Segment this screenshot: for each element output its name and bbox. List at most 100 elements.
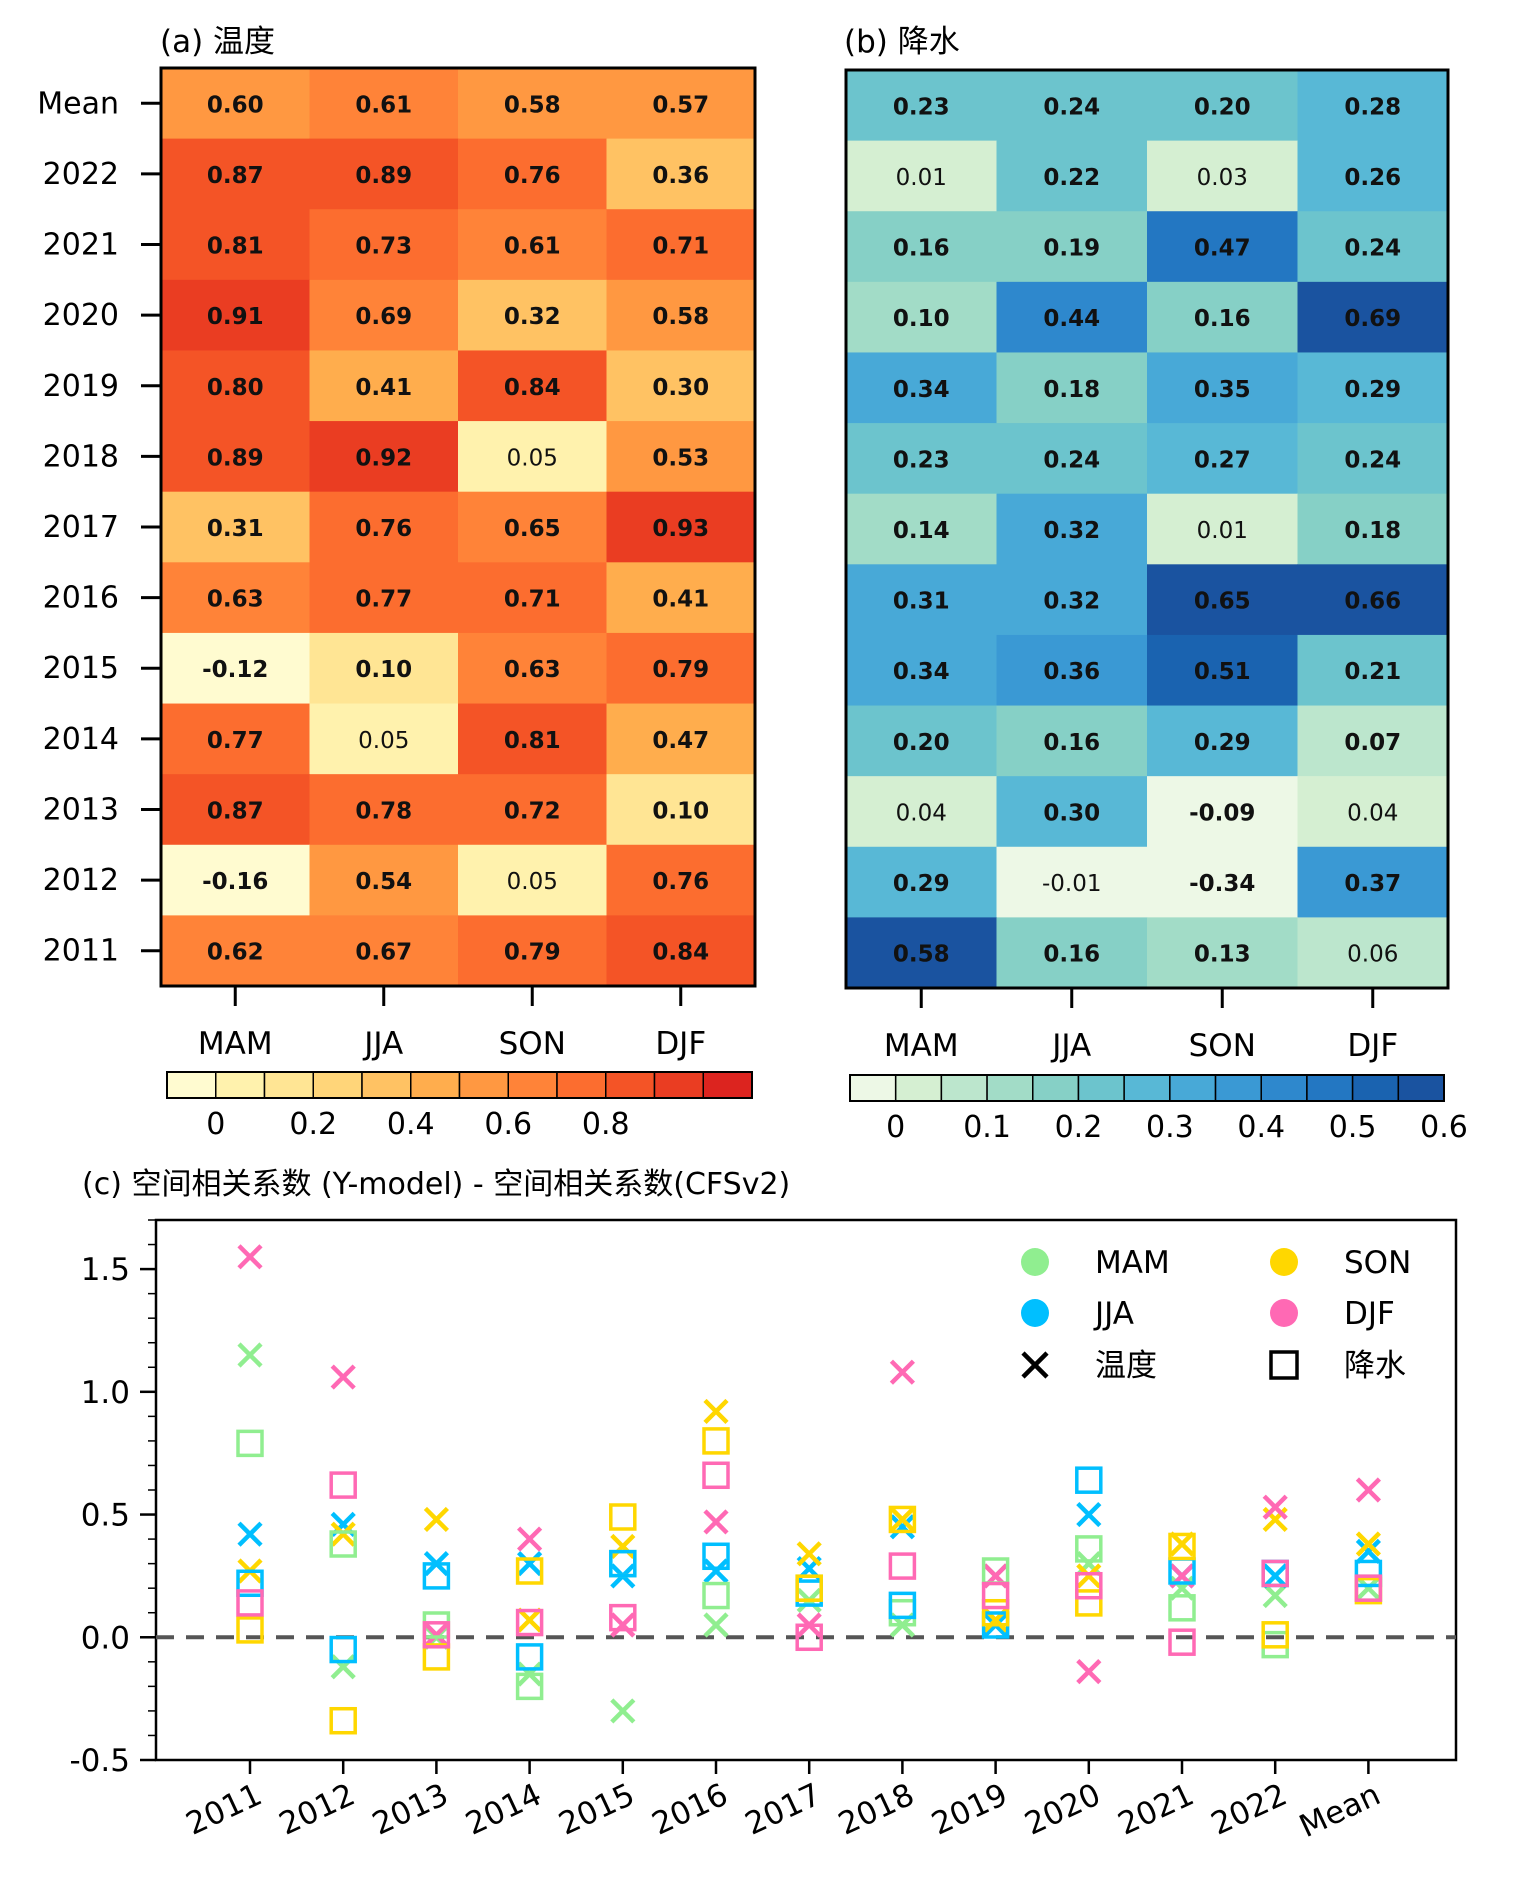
heatmap-cell — [458, 279, 607, 351]
column-label: DJF — [1347, 1028, 1398, 1064]
cell-value: 0.34 — [893, 377, 950, 403]
heatmap-cell — [846, 846, 997, 918]
cell-value: -0.34 — [1189, 871, 1255, 897]
cell-value: 0.29 — [893, 871, 950, 897]
x-stroke — [796, 1541, 822, 1567]
precipitation-square-marker — [1075, 1466, 1103, 1494]
temperature-x-marker — [237, 1342, 263, 1368]
temperature-x-marker — [1355, 1477, 1381, 1503]
precipitation-square-marker — [1075, 1589, 1103, 1617]
heatmap-cell — [996, 140, 1148, 212]
cell-value: 0.80 — [207, 375, 264, 401]
heatmap-cell — [161, 562, 310, 634]
heatmap-cell — [309, 844, 459, 916]
temperature-x-marker — [1169, 1531, 1195, 1557]
panel-a-title: (a) 温度 — [160, 24, 275, 60]
heatmap-cell — [1297, 917, 1449, 989]
heatmap-cell — [458, 632, 607, 705]
precipitation-square-marker — [329, 1471, 357, 1499]
x-tick-label: 2022 — [1206, 1777, 1293, 1843]
temperature-x-marker — [610, 1698, 636, 1724]
heatmap-cell — [996, 281, 1148, 353]
legend-marker-label: 降水 — [1344, 1348, 1406, 1384]
precipitation-square-marker — [888, 1552, 917, 1580]
precipitation-square-marker — [422, 1562, 451, 1590]
x-stroke — [517, 1526, 543, 1552]
temperature-x-marker — [1355, 1575, 1381, 1601]
x-stroke — [1169, 1531, 1195, 1557]
colorbar-bin — [605, 1071, 656, 1099]
colorbar-bin — [166, 1071, 217, 1099]
cell-value: 0.73 — [355, 234, 412, 260]
heatmap-cell — [309, 421, 459, 493]
colorbar-bin — [940, 1074, 988, 1102]
row-label: 2013 — [43, 792, 119, 827]
temperature-x-marker — [703, 1612, 729, 1638]
cell-value: 0.22 — [1043, 165, 1100, 191]
heatmap-cell — [846, 564, 997, 636]
heatmap-cell — [458, 209, 607, 281]
cell-value: 0.14 — [893, 518, 950, 544]
cell-value: 0.47 — [652, 728, 709, 754]
temperature-x-marker — [610, 1612, 636, 1638]
x-stroke — [237, 1244, 263, 1270]
legend-season-label: MAM — [1095, 1245, 1170, 1281]
cell-value: 0.16 — [1043, 730, 1100, 756]
colorbar-tick-label: 0 — [206, 1107, 225, 1142]
row-label: 2022 — [43, 157, 119, 192]
cell-value: 0.62 — [207, 940, 264, 966]
temperature-x-marker — [610, 1533, 636, 1560]
legend-season-dot — [1270, 1248, 1298, 1276]
heatmap-cell — [846, 423, 997, 495]
cell-value: 0.07 — [1344, 730, 1401, 756]
cell-value: 0.63 — [207, 587, 264, 613]
precipitation-square-marker — [236, 1429, 264, 1458]
precipitation-square-marker — [422, 1643, 451, 1671]
x-stroke — [1262, 1582, 1288, 1609]
heatmap-cell — [309, 138, 459, 210]
x-tick-label: 2014 — [460, 1777, 547, 1843]
x-stroke — [237, 1521, 263, 1547]
colorbar-tick-label: 0.6 — [484, 1107, 532, 1142]
legend-square-icon — [1269, 1350, 1299, 1380]
cell-value: 0.05 — [507, 445, 558, 471]
precipitation-square-marker — [329, 1635, 357, 1664]
heatmap-cell — [1147, 140, 1298, 212]
heatmap-cell — [606, 209, 756, 281]
heatmap-cell — [458, 68, 607, 140]
cell-value: 0.92 — [355, 445, 412, 471]
cell-value: 0.65 — [1194, 589, 1251, 615]
heatmap-cell — [458, 562, 607, 634]
heatmap-frame — [844, 68, 1450, 990]
row-label: Mean — [37, 86, 119, 121]
temperature-x-marker — [703, 1398, 729, 1425]
heatmap-cell — [1147, 493, 1298, 565]
cell-value: 0.84 — [652, 940, 709, 966]
heatmap-cell — [1147, 564, 1298, 636]
cell-value: 0.84 — [504, 375, 561, 401]
cell-value: 0.60 — [207, 92, 264, 118]
precipitation-square-marker — [981, 1581, 1010, 1610]
row-label: 2019 — [43, 369, 119, 404]
colorbar-bin — [361, 1071, 412, 1099]
cell-value: 0.32 — [1043, 589, 1100, 615]
heatmap-cell — [309, 68, 459, 140]
cell-value: 0.20 — [893, 730, 950, 756]
cell-value: 0.10 — [355, 657, 412, 683]
precipitation-square-marker — [609, 1503, 637, 1531]
colorbar-tick-label: 0.4 — [1237, 1110, 1285, 1145]
cell-value: 0.81 — [504, 728, 561, 754]
heatmap-cells: 0.23 0.24 0.20 0.28 0.01 0.22 0.03 0.26 0.16 0.19… — [846, 70, 1449, 989]
heatmap-axes: MAM JJA SON DJF — [884, 988, 1398, 1064]
x-stroke — [703, 1612, 729, 1638]
heatmap-cell — [1297, 493, 1449, 565]
colorbar-tick-label: 0.6 — [1420, 1110, 1468, 1145]
heatmap-cell — [846, 281, 997, 353]
heatmap-cell — [1147, 634, 1298, 707]
colorbar-bin — [410, 1071, 461, 1099]
heatmap-cell — [606, 350, 756, 422]
cell-value: 0.30 — [1043, 800, 1100, 826]
cell-value: 0.24 — [1344, 236, 1401, 262]
x-stroke — [330, 1521, 356, 1547]
cell-value: 0.57 — [652, 92, 709, 118]
